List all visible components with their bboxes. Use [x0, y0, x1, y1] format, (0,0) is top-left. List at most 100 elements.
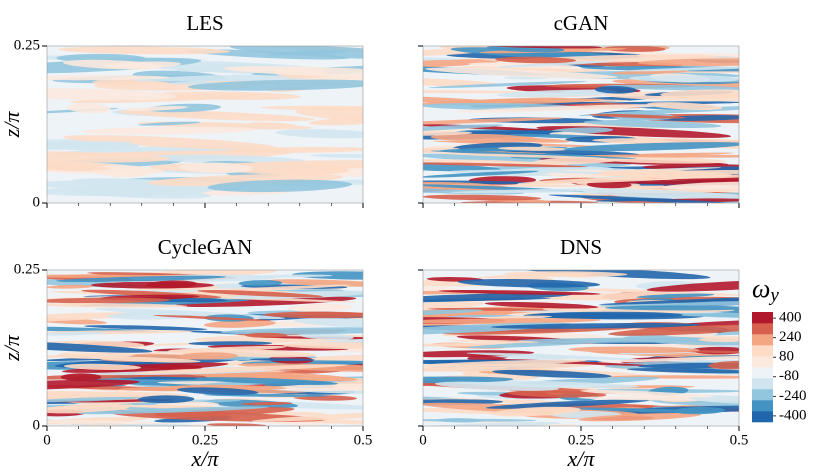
field-streak: [583, 154, 739, 158]
colorbar-band: [752, 356, 773, 368]
field-streak: [200, 284, 351, 292]
field-streak: [66, 103, 111, 114]
field-streak: [47, 312, 138, 323]
field-streak: [56, 275, 227, 283]
field-streak: [263, 311, 363, 319]
field-streak: [626, 66, 739, 72]
field-streak: [244, 332, 288, 338]
field-streak: [636, 293, 715, 299]
field-streak: [84, 325, 208, 331]
field-streak: [309, 118, 363, 126]
field-streak: [466, 352, 641, 361]
field-streak: [478, 272, 594, 279]
field-streak: [423, 318, 601, 324]
colorbar-tick-label: 80: [779, 349, 794, 365]
field-streak: [117, 109, 315, 122]
field-streak: [423, 292, 573, 303]
field-streak: [594, 85, 637, 94]
x-axis-label: x/π: [567, 446, 596, 471]
field-streak: [188, 79, 363, 91]
field: [47, 46, 363, 199]
field-streak: [145, 280, 198, 289]
field-streak: [507, 390, 607, 398]
field-streak: [293, 317, 363, 328]
field-streak: [47, 151, 170, 163]
field-streak: [629, 75, 739, 83]
field-streak: [484, 301, 599, 309]
field-streak: [423, 59, 502, 69]
field-streak: [133, 74, 304, 82]
field-streak: [496, 60, 613, 68]
field-streak: [611, 70, 689, 75]
field-streak: [47, 75, 170, 81]
y-axis-label: z/π: [0, 111, 24, 139]
field-streak: [423, 124, 504, 133]
field-streak: [673, 406, 726, 415]
field-streak: [430, 150, 637, 159]
y-tick-label: 0.25: [14, 261, 40, 277]
field-streak: [423, 162, 501, 172]
field-streak: [598, 300, 739, 307]
colorbar-band: [752, 345, 773, 357]
field-streak: [204, 320, 276, 328]
field-streak: [708, 360, 739, 370]
field-streak: [423, 90, 532, 94]
field-streak: [586, 179, 739, 186]
field-streak: [660, 89, 739, 99]
field-streak: [490, 323, 702, 329]
colorbar-band: [752, 389, 773, 401]
field-streak: [77, 406, 269, 415]
field-streak: [179, 162, 253, 174]
field-streak: [146, 154, 307, 165]
field-streak: [423, 117, 564, 126]
field-streak: [63, 363, 142, 370]
field-streak: [568, 346, 700, 354]
field-streak: [437, 418, 484, 423]
field-streak: [188, 341, 273, 346]
field-streak: [47, 352, 129, 359]
field-streak: [116, 423, 193, 426]
field-streak: [637, 58, 739, 67]
field-streak: [283, 342, 363, 349]
y-tick-label: 0: [33, 417, 41, 433]
panel-title: DNS: [560, 235, 602, 259]
field-streak: [438, 152, 607, 159]
field: [423, 46, 739, 203]
field-streak: [423, 366, 507, 372]
x-axis-label: x/π: [191, 446, 220, 471]
field-streak: [602, 46, 666, 52]
field-streak: [47, 284, 94, 289]
field-streak: [523, 311, 683, 319]
field-streak: [220, 163, 350, 175]
field-streak: [47, 88, 177, 101]
field-streak: [61, 362, 229, 373]
field-streak: [570, 188, 739, 201]
field-streak: [600, 169, 733, 179]
field-streak: [662, 181, 739, 190]
field-streak: [197, 289, 323, 298]
field-streak: [423, 170, 540, 178]
field-streak: [423, 376, 514, 384]
field-streak: [563, 142, 739, 152]
x-tick-label: 0: [43, 432, 51, 448]
field-streak: [268, 49, 350, 56]
field-streak: [152, 91, 301, 100]
field-streak: [454, 97, 568, 103]
field-streak: [220, 327, 363, 335]
field-streak: [223, 66, 363, 78]
field-streak: [423, 162, 588, 168]
field-streak: [241, 401, 293, 406]
field-streak: [498, 146, 569, 151]
field-streak: [429, 81, 587, 89]
field-streak: [207, 179, 352, 193]
field-streak: [492, 369, 612, 378]
field-streak: [195, 377, 338, 385]
colorbar-label-symbol: ω: [752, 274, 770, 303]
field-streak: [299, 333, 354, 340]
field-streak: [47, 297, 171, 304]
field-streak: [423, 359, 587, 367]
field-streak: [47, 419, 230, 426]
field-streak: [583, 120, 722, 129]
colorbar-band: [752, 323, 773, 335]
